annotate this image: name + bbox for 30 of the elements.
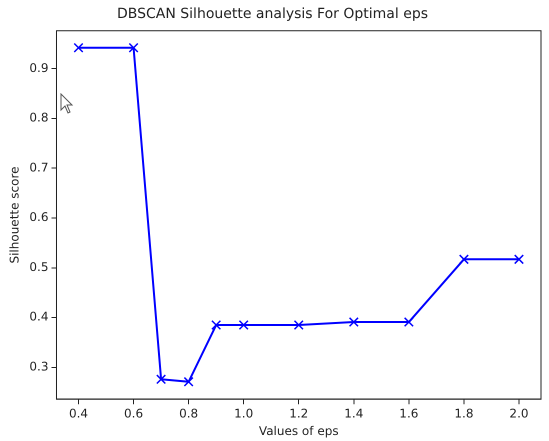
y-tick-label: 0.3 [29, 359, 48, 374]
x-tick-label: 1.8 [454, 406, 474, 421]
point [404, 317, 414, 328]
point [184, 376, 194, 387]
y-tick-label: 0.4 [29, 310, 48, 324]
point [211, 320, 222, 330]
x-tick-label: 2.0 [509, 406, 529, 421]
x-tick-label: 1.0 [234, 406, 254, 421]
point [74, 42, 84, 53]
x-tick-label: 0.6 [124, 406, 144, 421]
point [238, 320, 249, 330]
point [458, 254, 469, 264]
y-tick-label: 0.7 [29, 160, 48, 174]
y-tick-label: 0.8 [29, 110, 48, 125]
chart-title: DBSCAN Silhouette analysis For Optimal eps [116, 6, 428, 22]
x-axis-title: Values of eps [258, 424, 339, 438]
x-tick-label: 1.6 [399, 406, 418, 421]
point [294, 320, 304, 330]
y-tick-label: 0.9 [29, 60, 48, 75]
x-tick-label: 0.4 [68, 406, 88, 421]
x-tick-label: 1.2 [289, 406, 308, 421]
x-tick-label: 0.8 [179, 406, 198, 421]
y-tick-label: 0.5 [29, 260, 48, 274]
point [128, 42, 139, 53]
y-tick-label: 0.6 [29, 210, 48, 224]
point [514, 254, 524, 264]
point [156, 374, 166, 384]
x-tick-label: 1.4 [344, 406, 364, 421]
y-axis-title: Silhouette score [7, 166, 22, 264]
point [348, 317, 359, 328]
